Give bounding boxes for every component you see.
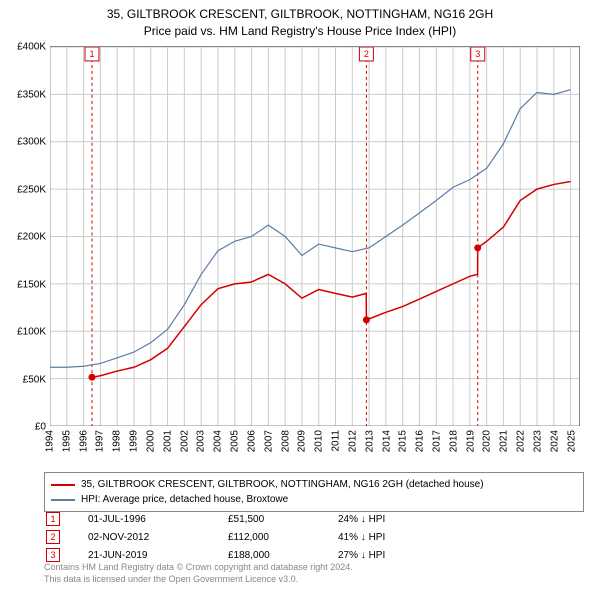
x-tick-label: 2004 <box>213 430 224 452</box>
legend-swatch-hpi <box>51 499 75 501</box>
x-tick-label: 2005 <box>230 430 241 452</box>
chart-container: 35, GILTBROOK CRESCENT, GILTBROOK, NOTTI… <box>0 0 600 590</box>
sale-price-1: £51,500 <box>228 514 338 525</box>
y-tick-label: £350K <box>17 89 46 100</box>
x-tick-label: 2012 <box>347 430 358 452</box>
x-tick-label: 2023 <box>532 430 543 452</box>
footer-line-1: Contains HM Land Registry data © Crown c… <box>44 562 353 574</box>
y-tick-label: £100K <box>17 327 46 338</box>
sales-table: 1 01-JUL-1996 £51,500 24% ↓ HPI 2 02-NOV… <box>44 510 584 564</box>
x-tick-label: 2017 <box>431 430 442 452</box>
x-tick-label: 2011 <box>331 430 342 452</box>
x-tick-label: 2008 <box>280 430 291 452</box>
legend-item-property: 35, GILTBROOK CRESCENT, GILTBROOK, NOTTI… <box>51 477 577 492</box>
chart-title: 35, GILTBROOK CRESCENT, GILTBROOK, NOTTI… <box>0 0 600 40</box>
plot-area: 123 £0£50K£100K£150K£200K£250K£300K£350K… <box>50 46 580 426</box>
x-tick-label: 2025 <box>566 430 577 452</box>
sale-marker-2: 2 <box>46 530 60 544</box>
x-tick-label: 1996 <box>78 430 89 452</box>
sale-marker-1: 1 <box>46 512 60 526</box>
x-tick-label: 2013 <box>364 430 375 452</box>
sale-delta-3: 27% ↓ HPI <box>338 550 584 561</box>
x-tick-label: 2002 <box>179 430 190 452</box>
y-tick-label: £300K <box>17 137 46 148</box>
x-tick-label: 2014 <box>381 430 392 452</box>
sale-date-3: 21-JUN-2019 <box>88 550 228 561</box>
y-tick-label: £250K <box>17 184 46 195</box>
x-tick-label: 2001 <box>162 430 173 452</box>
sale-date-1: 01-JUL-1996 <box>88 514 228 525</box>
legend-swatch-property <box>51 484 75 486</box>
x-tick-label: 2021 <box>499 430 510 452</box>
footer-line-2: This data is licensed under the Open Gov… <box>44 574 353 586</box>
legend-item-hpi: HPI: Average price, detached house, Brox… <box>51 492 577 507</box>
title-line-2: Price paid vs. HM Land Registry's House … <box>0 23 600 40</box>
x-tick-label: 2020 <box>482 430 493 452</box>
y-tick-label: £50K <box>23 374 46 385</box>
sale-date-2: 02-NOV-2012 <box>88 532 228 543</box>
legend-label-property: 35, GILTBROOK CRESCENT, GILTBROOK, NOTTI… <box>81 477 484 492</box>
x-tick-label: 2022 <box>516 430 527 452</box>
x-axis: 1994199519961997199819992000200120022003… <box>50 426 580 470</box>
sale-delta-2: 41% ↓ HPI <box>338 532 584 543</box>
x-tick-label: 1994 <box>45 430 56 452</box>
x-tick-label: 2024 <box>549 430 560 452</box>
x-tick-label: 2010 <box>314 430 325 452</box>
x-tick-label: 2003 <box>196 430 207 452</box>
legend-label-hpi: HPI: Average price, detached house, Brox… <box>81 492 288 507</box>
x-tick-label: 1999 <box>129 430 140 452</box>
sale-price-2: £112,000 <box>228 532 338 543</box>
x-tick-label: 2019 <box>465 430 476 452</box>
svg-text:3: 3 <box>475 49 480 59</box>
svg-text:2: 2 <box>364 49 369 59</box>
attribution: Contains HM Land Registry data © Crown c… <box>44 562 353 585</box>
x-tick-label: 2016 <box>415 430 426 452</box>
title-line-1: 35, GILTBROOK CRESCENT, GILTBROOK, NOTTI… <box>0 6 600 23</box>
x-tick-label: 2000 <box>145 430 156 452</box>
y-tick-label: £400K <box>17 42 46 53</box>
x-tick-label: 2009 <box>297 430 308 452</box>
sale-marker-3: 3 <box>46 548 60 562</box>
plot-svg: 1 2 3 <box>50 47 579 426</box>
y-tick-label: £150K <box>17 279 46 290</box>
svg-text:1: 1 <box>89 49 94 59</box>
legend: 35, GILTBROOK CRESCENT, GILTBROOK, NOTTI… <box>44 472 584 512</box>
x-tick-label: 2006 <box>246 430 257 452</box>
x-tick-label: 1998 <box>112 430 123 452</box>
x-tick-label: 1997 <box>95 430 106 452</box>
x-tick-label: 2007 <box>263 430 274 452</box>
x-tick-label: 2015 <box>398 430 409 452</box>
sale-price-3: £188,000 <box>228 550 338 561</box>
sale-row-2: 2 02-NOV-2012 £112,000 41% ↓ HPI <box>44 528 584 546</box>
sale-row-1: 1 01-JUL-1996 £51,500 24% ↓ HPI <box>44 510 584 528</box>
x-tick-label: 2018 <box>448 430 459 452</box>
x-tick-label: 1995 <box>61 430 72 452</box>
y-tick-label: £200K <box>17 232 46 243</box>
sale-delta-1: 24% ↓ HPI <box>338 514 584 525</box>
